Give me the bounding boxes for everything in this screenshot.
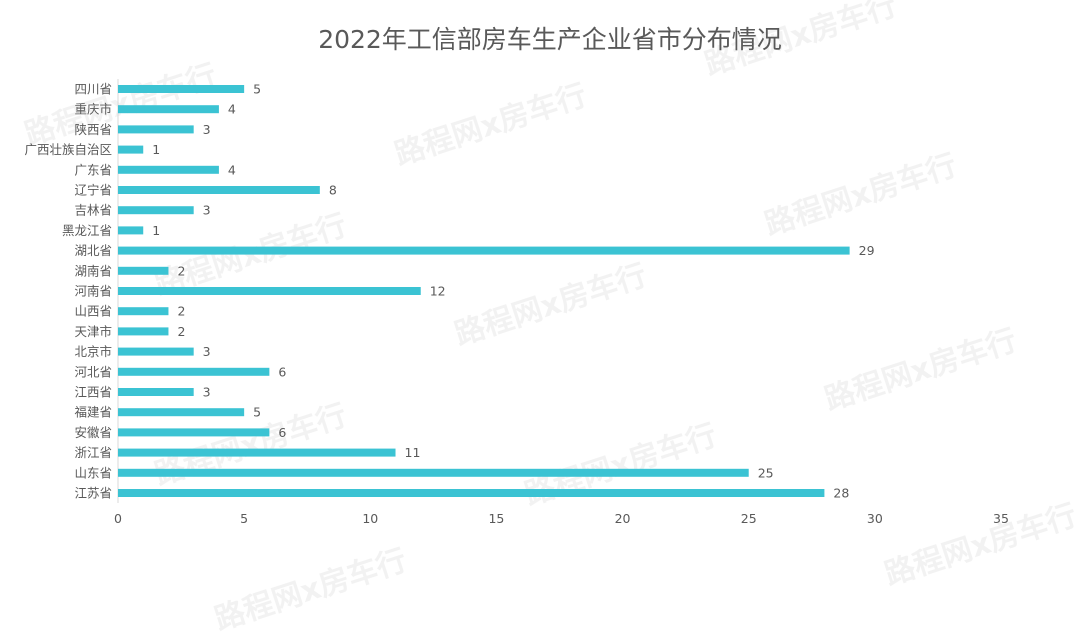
data-label: 6 <box>278 364 286 379</box>
category-label: 安徽省 <box>74 425 112 440</box>
category-label: 山东省 <box>74 465 112 480</box>
x-tick-label: 30 <box>867 511 883 526</box>
category-label: 湖南省 <box>74 263 112 278</box>
data-label: 8 <box>329 183 337 198</box>
category-label: 河北省 <box>74 364 112 379</box>
bar <box>118 105 219 114</box>
data-label: 2 <box>177 324 185 339</box>
data-label: 1 <box>152 223 160 238</box>
data-label: 3 <box>203 122 211 137</box>
category-label: 江苏省 <box>74 486 112 501</box>
category-label: 广东省 <box>74 162 112 177</box>
category-label: 福建省 <box>74 405 112 420</box>
data-label: 3 <box>203 344 211 359</box>
category-label: 浙江省 <box>74 445 112 460</box>
data-label: 1 <box>152 142 160 157</box>
bar <box>118 367 270 376</box>
bar <box>118 448 396 457</box>
bar <box>118 428 270 437</box>
bar <box>118 266 169 275</box>
bar <box>118 307 169 316</box>
category-label: 黑龙江省 <box>62 223 112 238</box>
bar <box>118 327 169 336</box>
category-label: 重庆市 <box>74 102 112 117</box>
bar <box>118 186 320 194</box>
bar <box>118 408 245 417</box>
category-label: 湖北省 <box>74 243 112 258</box>
bar <box>118 165 219 174</box>
x-tick-label: 15 <box>488 511 504 526</box>
category-label: 吉林省 <box>74 203 112 218</box>
x-tick-label: 5 <box>240 511 248 526</box>
bar-chart: 四川省 5 重庆市 4 陕西省 3 广西壮族自治区 1 广东省 4 辽宁省 8 吉林省 3 黑龙江省 1 湖北省… <box>24 79 1009 526</box>
x-tick-label: 20 <box>615 511 631 526</box>
category-label: 四川省 <box>74 82 112 97</box>
data-label: 28 <box>833 486 849 501</box>
category-label: 辽宁省 <box>74 183 112 198</box>
category-label: 北京市 <box>74 344 112 359</box>
data-label: 25 <box>758 465 774 480</box>
data-label: 3 <box>203 385 211 400</box>
x-tick-label: 25 <box>741 511 757 526</box>
x-tick-label: 0 <box>114 511 122 526</box>
bar <box>118 388 194 396</box>
bar <box>118 145 144 154</box>
bar <box>118 226 144 235</box>
bar <box>118 287 421 295</box>
bar <box>118 347 194 356</box>
data-label: 4 <box>228 162 236 177</box>
data-label: 11 <box>405 445 421 460</box>
data-label: 3 <box>203 203 211 218</box>
data-label: 2 <box>177 263 185 278</box>
data-label: 12 <box>430 284 446 299</box>
category-label: 河南省 <box>74 284 112 299</box>
data-label: 6 <box>278 425 286 440</box>
bar <box>118 206 194 215</box>
bar <box>118 85 245 93</box>
data-label: 5 <box>253 82 261 97</box>
data-label: 2 <box>177 304 185 319</box>
bar <box>118 489 825 497</box>
category-label: 广西壮族自治区 <box>24 142 112 157</box>
category-label: 陕西省 <box>74 122 112 137</box>
data-label: 29 <box>859 243 875 258</box>
bar <box>118 125 194 134</box>
category-label: 江西省 <box>74 385 112 400</box>
chart-title: 2022年工信部房车生产企业省市分布情况 <box>318 25 782 54</box>
bar <box>118 468 749 477</box>
category-label: 天津市 <box>74 324 112 339</box>
data-label: 5 <box>253 405 261 420</box>
data-label: 4 <box>228 102 236 117</box>
category-label: 山西省 <box>74 304 112 319</box>
x-tick-label: 10 <box>362 511 378 526</box>
bar <box>118 246 850 255</box>
x-tick-label: 35 <box>993 511 1009 526</box>
